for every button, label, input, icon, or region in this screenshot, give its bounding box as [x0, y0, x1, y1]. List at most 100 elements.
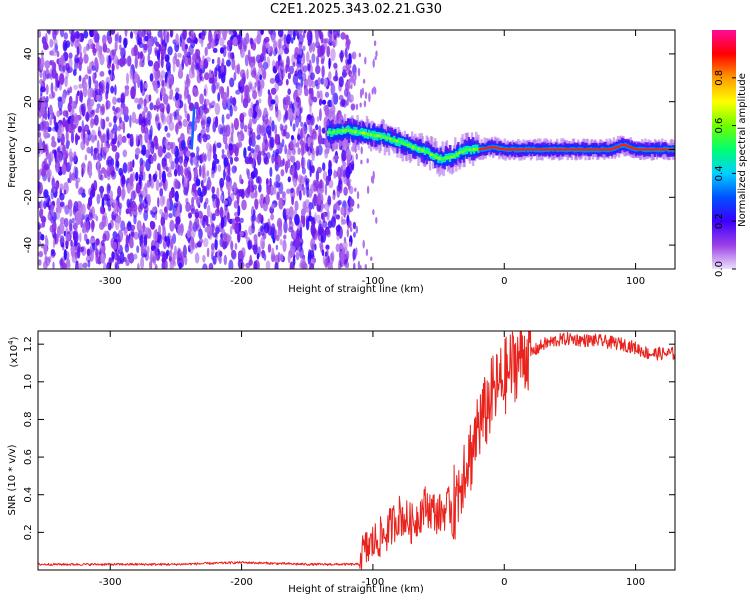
noise-cell [59, 217, 65, 225]
noise-cell [260, 30, 264, 35]
noise-cell [68, 123, 72, 134]
colorbar-tick-label: 0.6 [714, 118, 725, 134]
noise-cell [220, 72, 226, 84]
noise-cell [212, 232, 218, 238]
noise-cell [193, 191, 197, 200]
noise-cell [194, 37, 198, 45]
noise-cell [352, 221, 357, 230]
noise-cell [234, 242, 238, 250]
noise-cell [209, 144, 212, 154]
noise-cell [254, 81, 257, 88]
noise-cell [166, 54, 170, 62]
noise-cell [65, 239, 69, 248]
x-tick-label: -200 [230, 577, 253, 588]
ridge-cell [372, 134, 375, 140]
spectrogram-ylabel: Frequency (Hz) [7, 112, 18, 188]
noise-cell [345, 166, 351, 179]
noise-speckle [370, 256, 373, 261]
noise-cell [194, 217, 200, 230]
noise-cell [327, 99, 333, 108]
y-tick-label: 1.2 [23, 336, 34, 352]
ridge-cell [434, 154, 437, 158]
noise-cell [40, 234, 45, 241]
noise-cell [121, 135, 127, 143]
noise-cell [45, 256, 51, 267]
noise-cell [127, 253, 130, 260]
noise-cell [283, 220, 288, 234]
noise-cell [299, 247, 304, 259]
noise-cell [219, 206, 224, 219]
noise-cell [320, 57, 325, 65]
noise-cell [133, 231, 139, 240]
noise-cell [338, 177, 342, 186]
noise-cell [77, 56, 84, 66]
noise-cell [308, 188, 313, 197]
noise-cell [122, 149, 128, 158]
noise-cell [221, 228, 226, 238]
noise-cell [162, 145, 167, 154]
noise-cell [304, 199, 310, 209]
noise-cell [320, 77, 325, 85]
noise-cell [177, 115, 183, 121]
colorbar-tick-label: 0.4 [714, 165, 725, 181]
noise-cell [129, 114, 132, 128]
noise-cell [298, 174, 303, 184]
noise-cell [240, 178, 244, 185]
noise-cell [75, 260, 79, 266]
noise-cell [67, 199, 73, 210]
colorbar-gradient [712, 30, 736, 269]
noise-cell [48, 151, 54, 163]
noise-cell [61, 92, 66, 104]
noise-cell [341, 71, 348, 77]
noise-cell [304, 30, 307, 34]
noise-cell [74, 58, 80, 64]
noise-cell [322, 255, 327, 265]
noise-cell [138, 97, 144, 105]
noise-cell [240, 93, 244, 104]
noise-cell [123, 58, 127, 65]
noise-cell [219, 194, 223, 201]
noise-cell [266, 184, 271, 196]
noise-cell [284, 144, 287, 155]
noise-cell [226, 44, 232, 52]
noise-cell [168, 191, 173, 202]
noise-cell [325, 175, 330, 186]
noise-cell [270, 99, 276, 105]
noise-cell [206, 170, 210, 177]
noise-cell [65, 63, 70, 71]
noise-cell [180, 133, 185, 140]
noise-cell [245, 32, 250, 45]
noise-cell [299, 226, 303, 240]
noise-cell [307, 215, 314, 222]
noise-cell [287, 30, 293, 40]
noise-cell [229, 225, 233, 235]
noise-speckle [346, 228, 349, 238]
noise-cell [296, 54, 302, 65]
noise-cell [94, 57, 98, 69]
noise-cell [301, 156, 304, 170]
noise-cell [53, 38, 58, 47]
noise-cell [238, 141, 243, 148]
noise-cell [309, 30, 313, 44]
noise-cell [274, 262, 279, 269]
noise-cell [307, 253, 311, 265]
noise-cell [157, 197, 160, 208]
noise-cell [311, 42, 316, 53]
x-tick-label: -200 [230, 276, 253, 287]
noise-cell [222, 133, 228, 145]
noise-cell [297, 147, 301, 155]
noise-cell [86, 43, 90, 51]
noise-cell [175, 87, 180, 93]
noise-cell [59, 183, 64, 191]
y-tick-label: 0.6 [23, 449, 34, 465]
noise-cell [248, 107, 254, 118]
noise-cell [85, 220, 90, 233]
noise-cell [96, 193, 101, 205]
noise-cell [275, 105, 279, 118]
noise-cell [86, 146, 92, 154]
noise-cell [182, 54, 186, 65]
noise-cell [326, 209, 330, 221]
noise-cell [76, 62, 81, 69]
noise-cell [145, 158, 151, 172]
noise-cell [337, 199, 343, 206]
